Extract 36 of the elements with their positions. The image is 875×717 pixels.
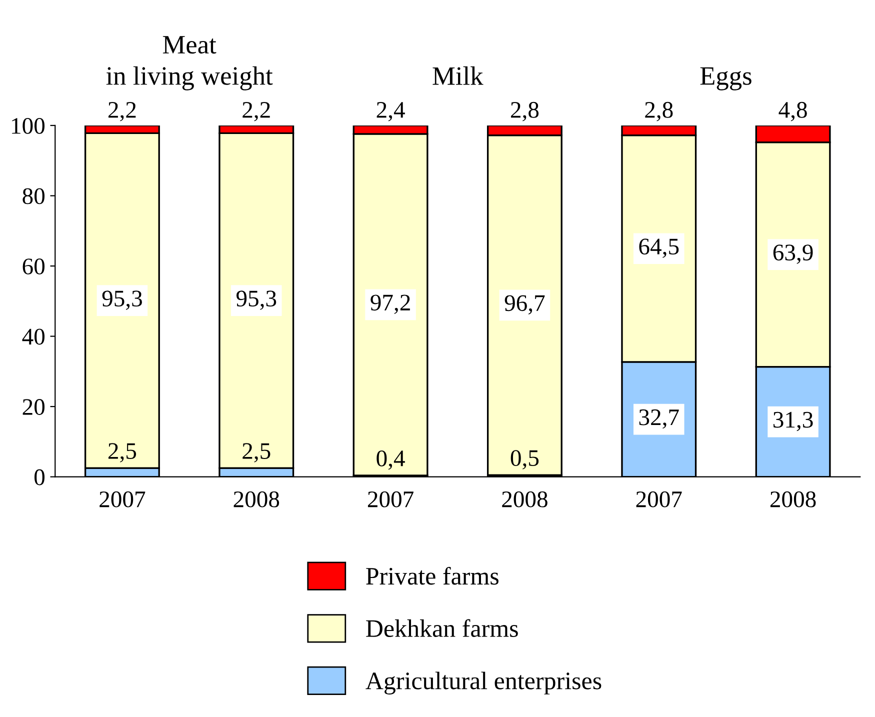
data-label: 2,2 [242,102,270,122]
text: Meat in living weight [106,36,273,90]
data-label: 96,7 [504,295,545,314]
x-tick-label: 2008 [502,491,548,508]
data-label: 2,8 [645,102,673,122]
data-label: 95,3 [102,290,142,310]
y-tick-label: 40 [22,328,45,345]
data-label: 4,8 [778,102,807,122]
y-tick-label: 20 [22,399,45,415]
data-label: 63,9 [773,244,813,264]
data-label: 2,5 [108,443,136,462]
legend-label: Private farms [366,566,498,585]
legend-label: Dekhkan farms [366,619,518,638]
data-label: 31,3 [774,412,813,432]
data-label: 64,5 [639,238,679,258]
y-tick-label: 0 [34,469,45,486]
data-label: 97,2 [370,294,410,314]
x-tick-label: 2008 [770,491,816,508]
data-label: 2,5 [242,443,270,462]
x-tick-label: 2007 [636,491,682,508]
x-tick-label: 2007 [100,491,146,508]
data-label: 2,2 [108,102,136,122]
y-tick-label: 60 [22,258,45,274]
data-label: 32,7 [639,409,679,429]
x-tick-label: 2007 [368,491,414,508]
y-tick-label: 100 [12,118,45,134]
data-label: 2,8 [510,102,539,122]
y-tick-label: 80 [22,188,45,204]
legend-label: Agricultural enterprises [366,672,602,694]
data-label: 2,4 [376,102,405,122]
data-label: 0,4 [376,450,405,470]
data-label: 95,3 [236,290,276,310]
data-label: 0,5 [510,450,539,470]
text: Eggs [700,67,752,90]
x-tick-label: 2008 [234,491,280,508]
text: Milk [432,66,484,85]
